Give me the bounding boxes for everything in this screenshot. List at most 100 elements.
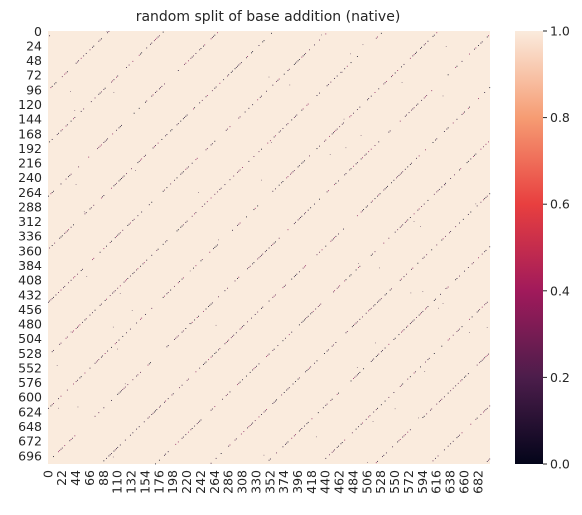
heatmap-cell [71,331,73,333]
heatmap-cell [248,426,250,428]
x-tick-label: 374 [276,470,291,494]
heatmap-cell [137,268,139,270]
x-tick-label: 616 [429,470,444,494]
heatmap-cell [196,423,198,425]
heatmap-cell [292,383,294,385]
heatmap-cell [355,163,357,165]
heatmap-cell [230,337,232,339]
heatmap-cell [481,253,483,255]
heatmap-cell [158,35,160,37]
heatmap-cell [368,416,370,418]
heatmap-cell [369,309,371,311]
heatmap-cell [247,427,249,429]
heatmap-cell [198,421,199,423]
heatmap-cell [145,313,146,315]
heatmap-cell [399,385,401,387]
heatmap-cell [289,84,291,86]
heatmap-cell [421,46,423,48]
heatmap-cell [476,205,478,207]
heatmap-cell [199,102,201,104]
heatmap-cell [269,140,271,142]
heatmap-cell [181,278,183,280]
heatmap-cell [296,114,298,116]
heatmap-cell [335,182,337,184]
heatmap-cell [119,444,121,446]
heatmap-cell [161,85,163,87]
heatmap-cell [70,91,71,92]
heatmap-cell [143,262,145,264]
heatmap-cell [106,457,107,459]
heatmap-cell [85,212,87,214]
y-tick-labels: 0244872961201441681922162402642883123363… [18,24,42,463]
heatmap-cell [336,393,338,395]
heatmap-cell [362,44,364,46]
heatmap-cell [489,87,491,89]
x-tick-label: 242 [193,470,208,494]
heatmap-cell [316,254,318,256]
heatmap-cell [297,378,299,380]
heatmap-cell [467,107,469,109]
heatmap-cell [49,247,51,249]
heatmap-cell [351,326,353,328]
heatmap-cell [293,170,295,172]
heatmap-cell [462,112,464,114]
heatmap-cell [285,443,286,445]
heatmap-cell [418,208,420,210]
heatmap-cell [273,242,275,244]
heatmap-cell [268,353,270,355]
x-tick-label: 330 [248,470,263,494]
heatmap-cell [258,257,260,259]
x-tick-label: 528 [373,470,388,494]
heatmap-cell [136,322,138,324]
heatmap-cell [384,188,386,190]
heatmap-cell [403,63,405,65]
heatmap-cell [338,445,339,447]
heatmap-cell [89,49,91,51]
heatmap-cell [353,378,354,379]
y-tick-label: 168 [18,126,42,141]
heatmap-cell [140,318,141,320]
heatmap-cell [319,92,320,94]
heatmap-cell [121,390,122,392]
heatmap-cell [261,95,262,97]
x-tick-label: 308 [235,470,250,494]
x-tick-label: 418 [304,470,319,494]
heatmap-cell [71,437,73,439]
heatmap-cell [382,456,383,458]
heatmap-cell [201,259,203,261]
heatmap-cell [340,443,342,445]
heatmap-cell [116,342,117,344]
heatmap-cell [334,77,336,79]
heatmap-cell [116,76,117,78]
heatmap-cell [73,118,74,120]
heatmap-cell [297,166,299,168]
heatmap-cell [300,217,301,218]
heatmap-cell [378,300,380,302]
heatmap-cell [126,279,127,281]
heatmap-cell [204,203,206,205]
heatmap-cell [158,88,160,90]
heatmap-cell [370,201,372,203]
y-tick-label: 288 [18,199,42,214]
heatmap-cell [271,141,272,143]
heatmap-cell [177,335,179,337]
heatmap-cell [266,90,267,92]
heatmap-cell [359,106,361,108]
heatmap-cell [170,183,172,185]
heatmap-cell [355,375,357,377]
heatmap-cell [264,410,266,412]
heatmap-cell [327,84,329,86]
heatmap-cell [475,153,477,155]
heatmap-cell [123,281,125,283]
heatmap-cell [432,35,434,37]
heatmap-cell [49,300,51,302]
heatmap-cell [435,139,436,141]
y-tick-label: 408 [18,273,42,288]
heatmap-cell [189,270,191,272]
heatmap-cell [461,379,463,381]
heatmap-cell [288,334,290,336]
heatmap-cell [50,193,52,195]
heatmap-cell [85,52,87,54]
heatmap-cell [242,326,243,328]
heatmap-cell [401,82,403,83]
